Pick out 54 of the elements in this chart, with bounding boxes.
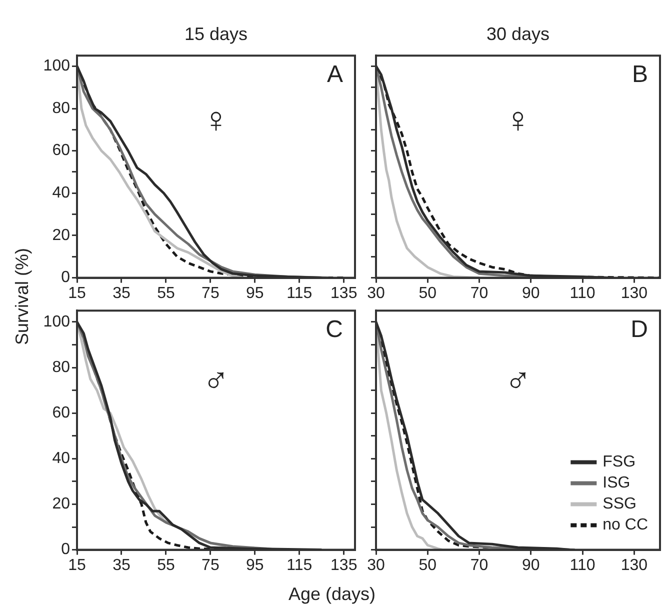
x-tick-label: 110 bbox=[570, 284, 596, 302]
y-tick-label: 100 bbox=[43, 58, 70, 75]
legend-label: no CC bbox=[602, 516, 648, 534]
x-tick-label: 35 bbox=[112, 556, 130, 574]
y-tick-label: 20 bbox=[52, 226, 70, 244]
legend-label: ISG bbox=[602, 474, 630, 492]
y-tick-label: 0 bbox=[61, 269, 70, 286]
annotation: ♀ bbox=[202, 99, 230, 140]
y-tick-label: 20 bbox=[52, 496, 70, 513]
y-tick-label: 40 bbox=[52, 184, 70, 202]
x-tick-label: 75 bbox=[202, 556, 220, 574]
y-tick-label: 60 bbox=[52, 404, 70, 422]
x-tick-label: 30 bbox=[367, 556, 385, 574]
chart-title: 15 days bbox=[183, 24, 249, 46]
y-tick-label: 100 bbox=[43, 313, 70, 330]
x-tick-label: 70 bbox=[470, 556, 488, 574]
annotation: ♀ bbox=[504, 99, 532, 140]
legend-label: FSG bbox=[602, 454, 636, 471]
annotation: ♂ bbox=[202, 359, 230, 400]
x-tick-label: 115 bbox=[286, 284, 312, 302]
x-tick-label: 30 bbox=[367, 284, 385, 302]
x-tick-label: 35 bbox=[112, 284, 130, 302]
x-tick-label: 115 bbox=[286, 556, 312, 574]
x-tick-label: 135 bbox=[330, 556, 358, 574]
x-axis-title: Age (days) bbox=[288, 584, 376, 605]
chart-title: 30 days bbox=[485, 24, 551, 46]
x-tick-label: 90 bbox=[522, 556, 540, 574]
y-tick-label: 80 bbox=[52, 100, 70, 117]
x-tick-label: 15 bbox=[68, 556, 86, 574]
y-axis-title: Survival (%) bbox=[12, 247, 33, 345]
y-tick-label: 80 bbox=[52, 358, 70, 376]
annotation: A bbox=[326, 61, 343, 88]
x-tick-label: 50 bbox=[418, 556, 437, 574]
y-tick-label: 60 bbox=[52, 142, 70, 160]
x-tick-label: 50 bbox=[418, 284, 437, 302]
x-tick-label: 130 bbox=[620, 284, 648, 302]
x-tick-label: 70 bbox=[470, 284, 488, 302]
x-tick-label: 135 bbox=[330, 284, 358, 302]
y-tick-label: 40 bbox=[52, 450, 70, 468]
annotation: C bbox=[326, 316, 343, 344]
annotation: ♂ bbox=[504, 359, 532, 400]
annotation: B bbox=[632, 61, 648, 88]
x-tick-label: 90 bbox=[522, 284, 540, 302]
x-tick-label: 130 bbox=[620, 556, 648, 574]
x-tick-label: 110 bbox=[570, 556, 596, 574]
x-tick-label: 95 bbox=[246, 556, 264, 574]
x-tick-label: 75 bbox=[202, 284, 220, 302]
annotation: D bbox=[630, 316, 648, 344]
x-tick-label: 55 bbox=[157, 556, 175, 574]
x-tick-label: 55 bbox=[157, 284, 175, 302]
x-tick-label: 95 bbox=[246, 284, 264, 302]
y-tick-label: 0 bbox=[61, 541, 70, 558]
legend-label: SSG bbox=[602, 496, 636, 513]
x-tick-label: 15 bbox=[68, 284, 86, 302]
